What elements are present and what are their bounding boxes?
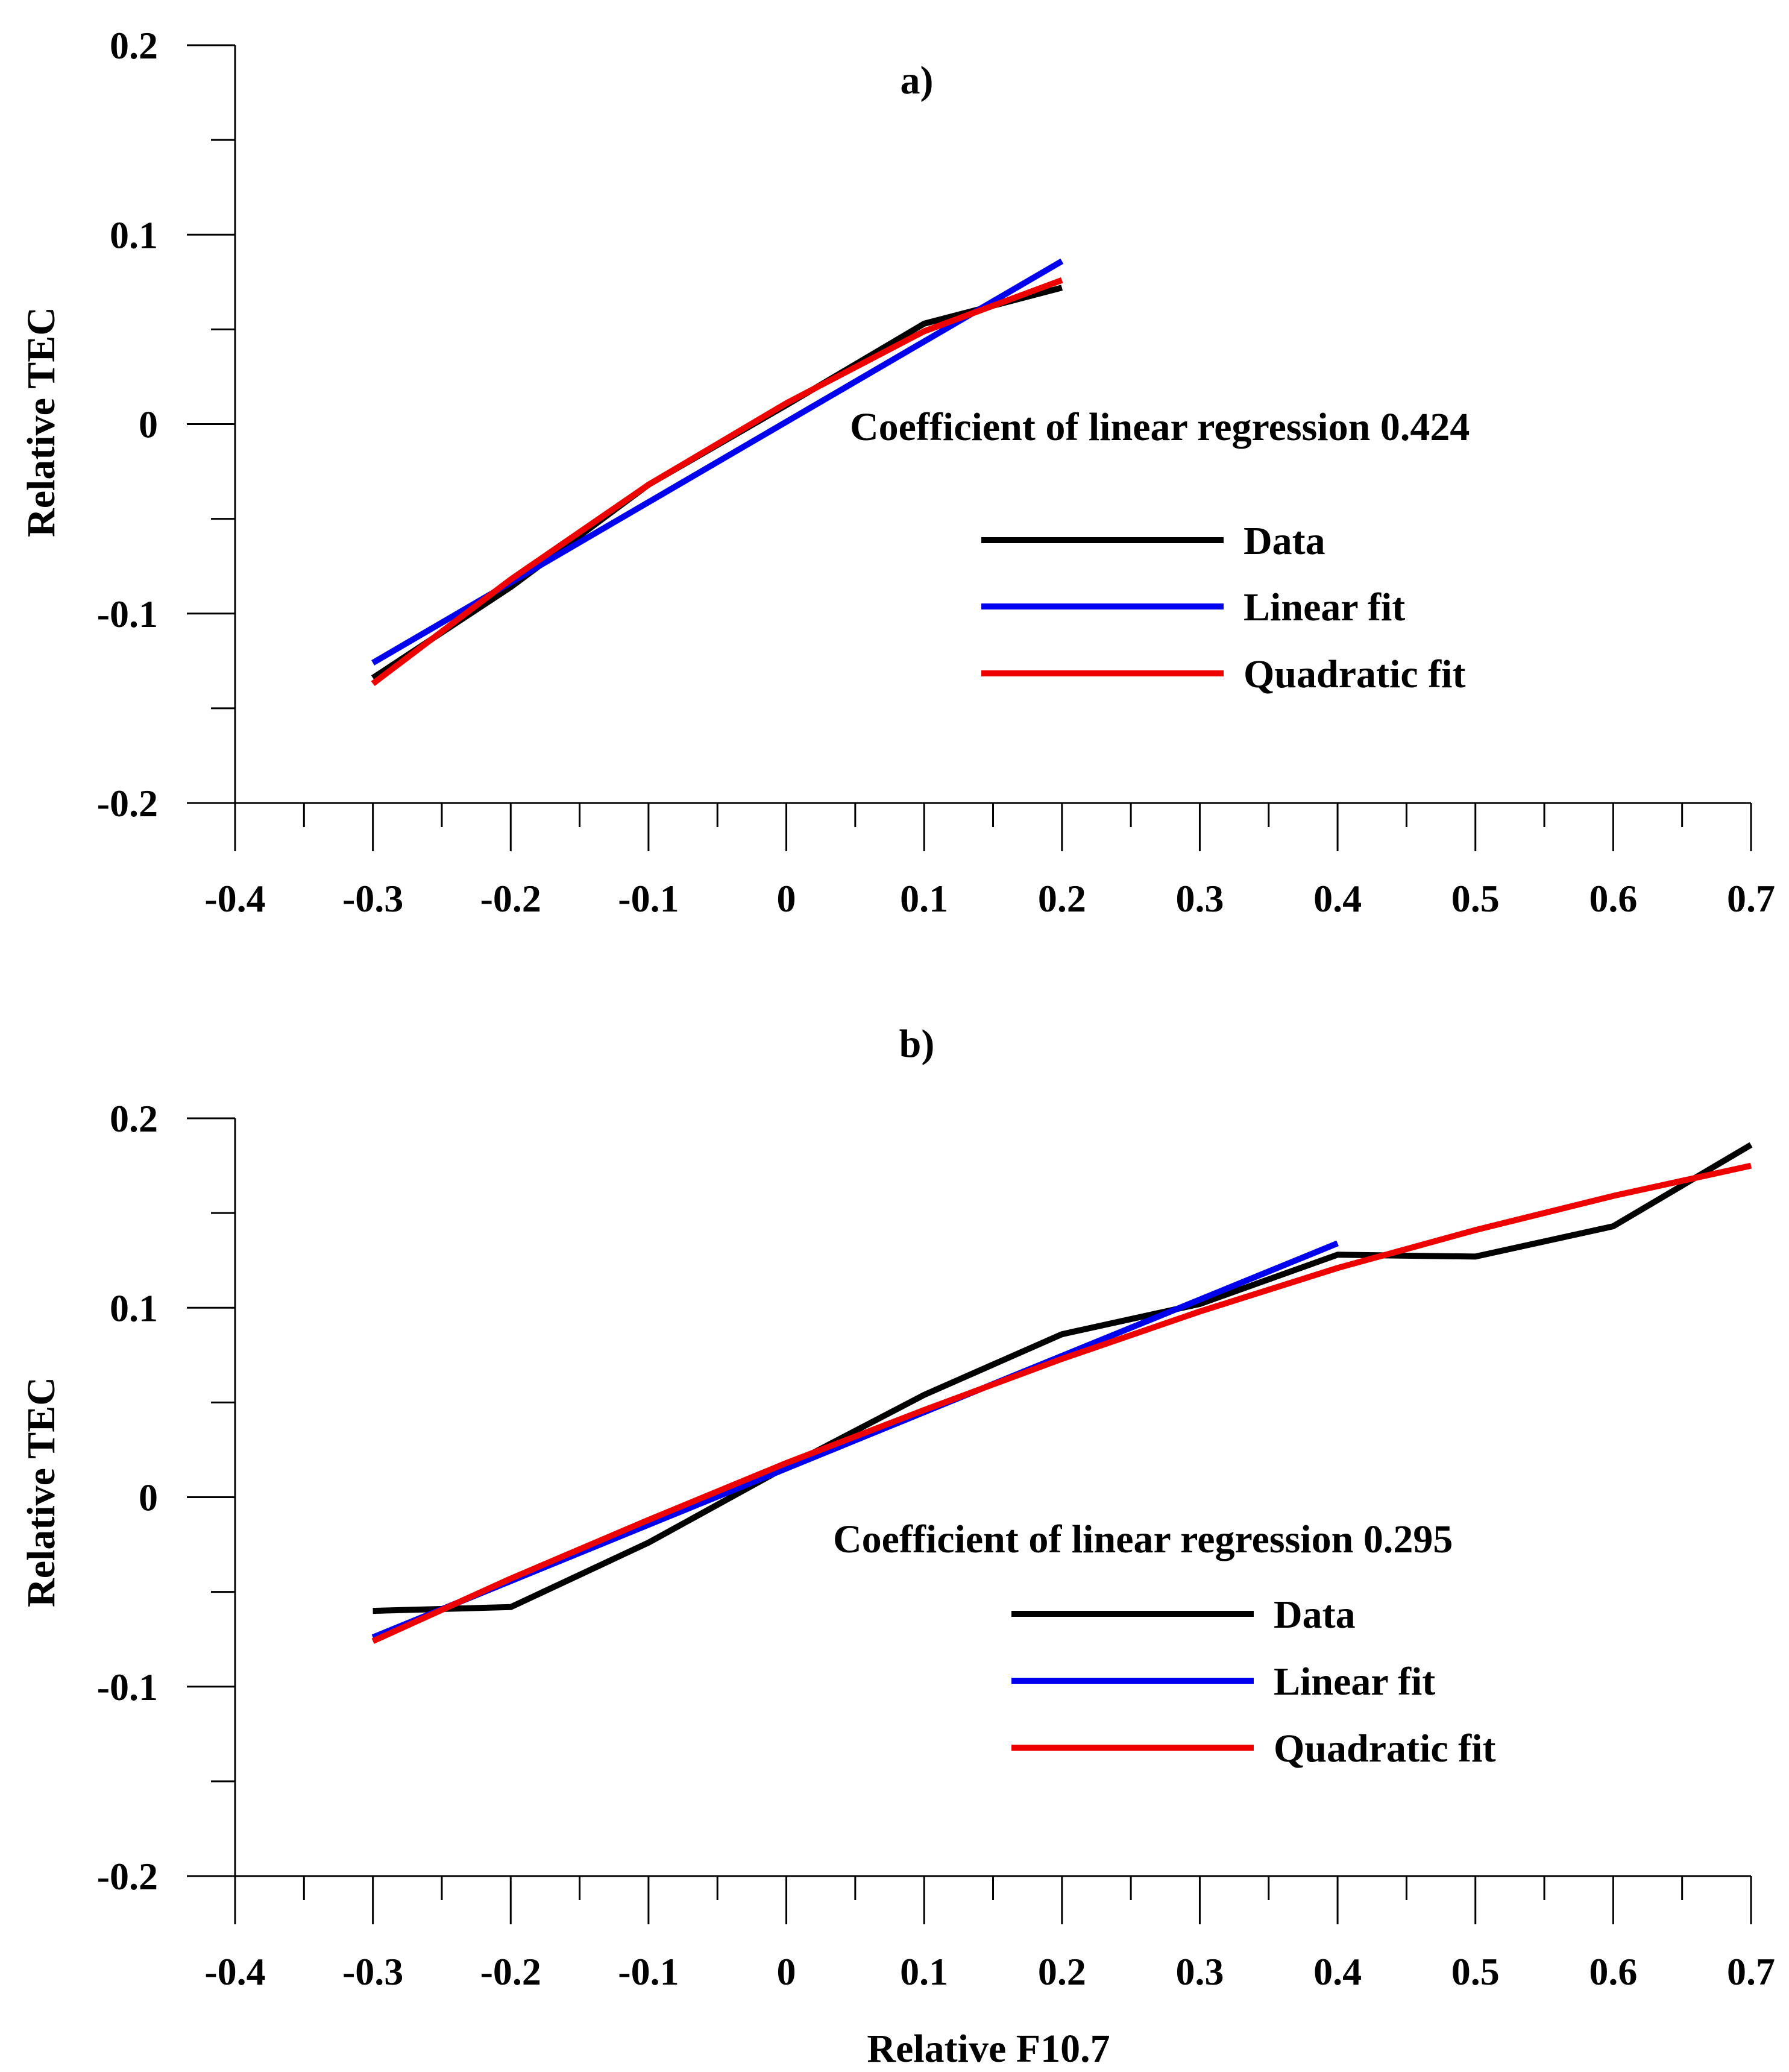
panel-a-x-tick-label: -0.3 bbox=[342, 877, 403, 920]
panel-b-x-tick-label: -0.1 bbox=[618, 1950, 679, 1993]
panel-b-x-tick-label: 0.3 bbox=[1175, 1950, 1224, 1993]
x-axis-title: Relative F10.7 bbox=[867, 2027, 1110, 2071]
panel-b-regression-coefficient: Coefficient of linear regression 0.295 bbox=[833, 1517, 1453, 1561]
panel-a-x-tick-label: 0.6 bbox=[1589, 877, 1637, 920]
panel-b-y-tick-label: 0.1 bbox=[110, 1286, 158, 1329]
panel-a-x-tick-label: -0.2 bbox=[480, 877, 541, 920]
panel-b-y-tick-label: 0 bbox=[139, 1476, 158, 1519]
panel-a-legend-quadratic-label: Quadratic fit bbox=[1243, 652, 1465, 696]
panel-b-x-tick-label: -0.4 bbox=[204, 1950, 265, 1993]
panel-b-x-tick-label: 0.2 bbox=[1038, 1950, 1086, 1993]
panel-a-regression-coefficient: Coefficient of linear regression 0.424 bbox=[850, 405, 1470, 449]
panel-a-x-tick-label: 0.4 bbox=[1313, 877, 1362, 920]
panel-a-x-tick-label: -0.1 bbox=[618, 877, 679, 920]
panel-a-x-tick-labels: -0.4 -0.3 -0.2 -0.1 0 0.1 0.2 0.3 0.4 0.5 0.6 0.7 bbox=[204, 877, 1775, 920]
panel-a-y-tick-label: -0.1 bbox=[97, 593, 158, 635]
panel-b-title: b) bbox=[899, 1022, 935, 1066]
panel-a-x-tick-label: 0.5 bbox=[1451, 877, 1500, 920]
panel-b-tick-marks bbox=[187, 1117, 1752, 1924]
panel-b-legend-linear-label: Linear fit bbox=[1274, 1660, 1435, 1704]
panel-b-x-tick-labels: -0.4 -0.3 -0.2 -0.1 0 0.1 0.2 0.3 0.4 0.5 0.6 0.7 bbox=[204, 1950, 1775, 1993]
panel-a-legend: Data Linear fit Quadratic fit bbox=[981, 519, 1465, 696]
panel-b-y-tick-labels: 0.2 0.1 0 -0.1 -0.2 bbox=[97, 1097, 158, 1898]
panel-a-y-tick-label: 0.1 bbox=[110, 213, 158, 256]
panel-a-x-tick-label: 0.7 bbox=[1727, 877, 1775, 920]
panel-b-legend-quadratic-label: Quadratic fit bbox=[1274, 1727, 1495, 1771]
panel-a-x-tick-label: 0 bbox=[777, 877, 796, 920]
panel-a-y-tick-label: 0 bbox=[139, 403, 158, 446]
panel-b-y-axis-title: Relative TEC bbox=[19, 1377, 63, 1607]
panel-b-y-tick-label: -0.2 bbox=[97, 1855, 158, 1898]
panel-b-series-quadratic-fit bbox=[371, 1162, 1752, 1644]
panel-a-x-tick-label: -0.4 bbox=[204, 877, 265, 920]
panel-a-series bbox=[371, 258, 1064, 686]
panel-b-x-tick-label: 0.7 bbox=[1727, 1950, 1775, 1993]
panel-a-title: a) bbox=[901, 58, 934, 102]
panel-b-x-tick-label: 0.5 bbox=[1451, 1950, 1500, 1993]
panel-b-series bbox=[371, 1142, 1753, 1644]
panel-a-y-tick-label: 0.2 bbox=[110, 24, 158, 67]
panel-a-x-tick-label: 0.2 bbox=[1038, 877, 1086, 920]
panel-a-y-axis-title: Relative TEC bbox=[19, 307, 63, 537]
panel-b-legend-data-label: Data bbox=[1274, 1593, 1356, 1637]
panel-b-x-tick-label: -0.2 bbox=[480, 1950, 541, 1993]
panel-b-x-tick-label: 0.1 bbox=[900, 1950, 948, 1993]
panel-a-chart: a) -0.4 -0.3 -0.2 -0.1 0 0.1 0.2 0.3 0.4 0.5 0.6 0.… bbox=[19, 24, 1775, 920]
panel-a-y-tick-labels: 0.2 0.1 0 -0.1 -0.2 bbox=[97, 24, 158, 825]
panel-b-chart: b) -0.4 -0.3 -0.2 -0.1 0 0.1 0.2 0.3 0.4 0.5 0.6 0.… bbox=[19, 1022, 1775, 1993]
panel-b-x-tick-label: -0.3 bbox=[342, 1950, 403, 1993]
panel-b-series-data bbox=[373, 1142, 1753, 1614]
panel-b-x-tick-label: 0 bbox=[777, 1950, 796, 1993]
panel-b-y-tick-label: -0.1 bbox=[97, 1666, 158, 1708]
panel-a-legend-linear-label: Linear fit bbox=[1243, 585, 1405, 629]
panel-a-series-quadratic-fit bbox=[371, 277, 1063, 686]
panel-a-tick-marks bbox=[187, 44, 1752, 851]
panel-b-y-tick-label: 0.2 bbox=[110, 1097, 158, 1140]
panel-b-x-tick-label: 0.4 bbox=[1313, 1950, 1362, 1993]
panel-a-x-tick-label: 0.3 bbox=[1175, 877, 1224, 920]
panel-b-x-tick-label: 0.6 bbox=[1589, 1950, 1637, 1993]
panel-a-x-tick-label: 0.1 bbox=[900, 877, 948, 920]
panel-a-y-tick-label: -0.2 bbox=[97, 782, 158, 825]
panel-a-legend-data-label: Data bbox=[1243, 519, 1325, 563]
panel-b-legend: Data Linear fit Quadratic fit bbox=[1011, 1593, 1495, 1771]
